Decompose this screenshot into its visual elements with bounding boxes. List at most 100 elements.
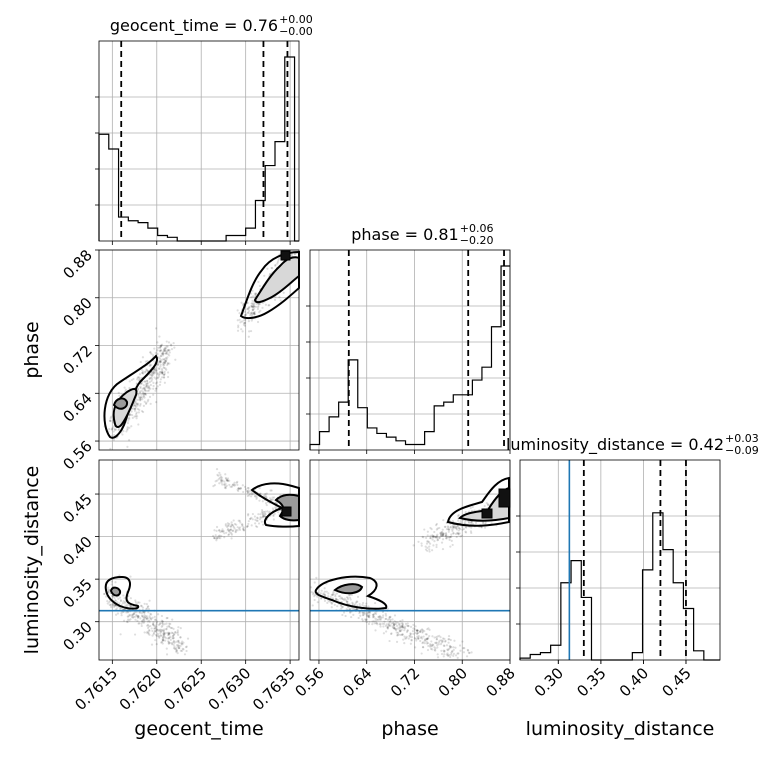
scatter-point [425,542,429,545]
scatter-point [447,526,450,529]
scatter-point [230,523,233,526]
scatter-point [129,605,132,608]
scatter-point [133,407,136,411]
scatter-point [172,640,175,643]
scatter-point [400,622,404,625]
scatter-point [143,611,146,614]
scatter-point [227,533,231,536]
scatter-point [351,602,355,605]
scatter-point [403,629,406,632]
scatter-point [130,615,134,619]
scatter-point [436,536,439,539]
scatter-point [462,527,465,531]
scatter-point [441,532,445,535]
scatter-point [461,528,464,531]
scatter-point [448,528,451,531]
scatter-point [153,627,156,630]
scatter-point [110,583,113,586]
y-tick-label: 0.45 [59,490,95,526]
scatter-point [166,625,169,628]
scatter-point [445,534,448,537]
scatter-point [159,360,162,363]
scatter-point [161,373,164,376]
scatter-point [128,386,131,390]
scatter-point [232,526,235,529]
scatter-point [162,636,165,640]
scatter-point [371,613,375,617]
scatter-point [237,487,240,490]
scatter-point [141,396,144,399]
scatter-point [450,533,453,536]
scatter-point [165,340,168,343]
scatter-point [217,478,220,481]
scatter-point [429,542,432,545]
scatter-point [133,633,137,636]
scatter-point [163,349,166,352]
scatter-point [173,641,176,644]
scatter-point [454,525,458,528]
scatter-point [415,629,418,632]
scatter-point [409,632,412,635]
scatter-point [254,292,257,295]
scatter-point [313,593,317,596]
scatter-point [119,607,122,611]
scatter-point [161,642,164,645]
scatter-point [384,612,387,615]
scatter-point [151,623,155,626]
scatter-point [127,615,130,618]
scatter-point [138,408,141,412]
scatter-point [259,513,262,516]
scatter-point [437,641,441,644]
scatter-point [117,391,120,394]
scatter-point [408,634,411,638]
scatter-point [322,593,325,596]
scatter-point [386,625,389,628]
x-axis-label-geocent_time: geocent_time [134,718,263,740]
scatter-point [457,529,460,532]
scatter-point [344,614,347,618]
scatter-point [259,492,262,495]
scatter-point [444,639,447,642]
scatter-point [220,476,224,479]
scatter-point [412,627,415,630]
scatter-point [249,517,252,520]
scatter-point [158,623,162,626]
scatter-point [251,306,254,309]
scatter-point [375,622,378,625]
scatter-point [365,613,369,616]
scatter-point [220,481,223,484]
scatter-point [247,309,251,313]
scatter-point [373,622,376,625]
scatter-point [403,635,406,638]
contour-outer [250,482,300,528]
scatter-point [174,631,177,634]
scatter-point [124,604,127,607]
scatter-point [410,639,413,642]
scatter-point [218,528,221,532]
scatter-point [356,604,359,607]
scatter-point [412,623,415,626]
scatter-point [218,529,221,532]
scatter-point [246,308,249,311]
scatter-point [126,421,130,425]
scatter-point [156,363,159,366]
scatter-point [152,393,155,396]
scatter-point [436,635,439,638]
scatter-point [440,541,444,544]
scatter-point [142,410,145,414]
scatter-point [238,526,242,529]
scatter-point [165,647,168,650]
scatter-point [133,407,137,411]
scatter-point [141,371,144,375]
scatter-point [168,622,171,625]
histogram-panel-phase: phase = 0.81 +0.06−0.20 [306,222,511,454]
scatter-point [252,311,255,314]
scatter-point [431,648,434,651]
scatter-point [131,605,134,608]
scatter-point [214,534,217,537]
scatter-point [442,519,445,522]
scatter-point [259,302,262,305]
scatter-point [172,643,175,646]
scatter-point [175,650,178,653]
scatter-point [148,633,151,636]
